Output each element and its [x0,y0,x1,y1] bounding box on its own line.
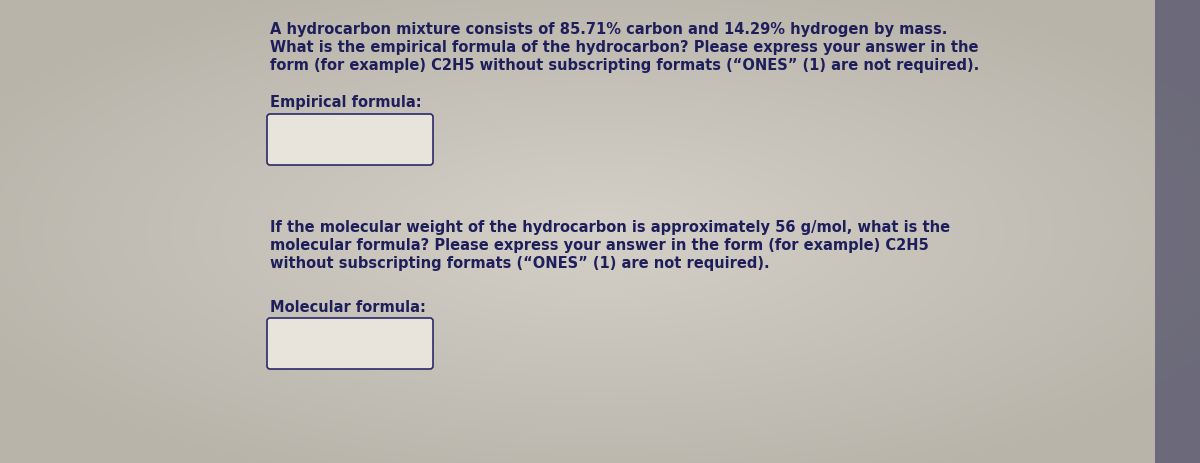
Bar [1154,0,1200,463]
Text: without subscripting formats (“ONES” (1) are not required).: without subscripting formats (“ONES” (1)… [270,256,769,270]
Text: molecular formula? Please express your answer in the form (for example) C2H5: molecular formula? Please express your a… [270,238,929,252]
Text: Empirical formula:: Empirical formula: [270,95,421,110]
Text: If the molecular weight of the hydrocarbon is approximately 56 g/mol, what is th: If the molecular weight of the hydrocarb… [270,219,950,234]
FancyBboxPatch shape [266,115,433,166]
Text: What is the empirical formula of the hydrocarbon? Please express your answer in : What is the empirical formula of the hyd… [270,40,978,55]
FancyBboxPatch shape [266,319,433,369]
Text: form (for example) C2H5 without subscripting formats (“ONES” (1) are not require: form (for example) C2H5 without subscrip… [270,58,979,73]
Text: Molecular formula:: Molecular formula: [270,300,426,314]
Text: A hydrocarbon mixture consists of 85.71% carbon and 14.29% hydrogen by mass.: A hydrocarbon mixture consists of 85.71%… [270,22,947,37]
